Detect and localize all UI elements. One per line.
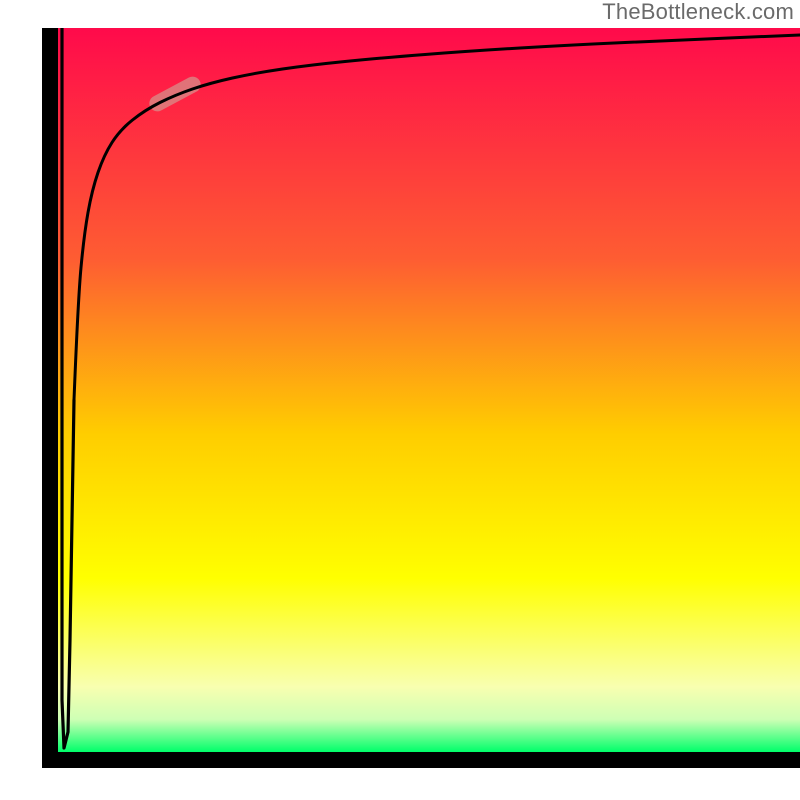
chart-svg (0, 0, 800, 800)
x-axis (42, 752, 800, 768)
plot-background (58, 28, 800, 752)
y-axis (42, 28, 58, 768)
watermark-text: TheBottleneck.com (602, 0, 794, 28)
stage: TheBottleneck.com (0, 0, 800, 800)
